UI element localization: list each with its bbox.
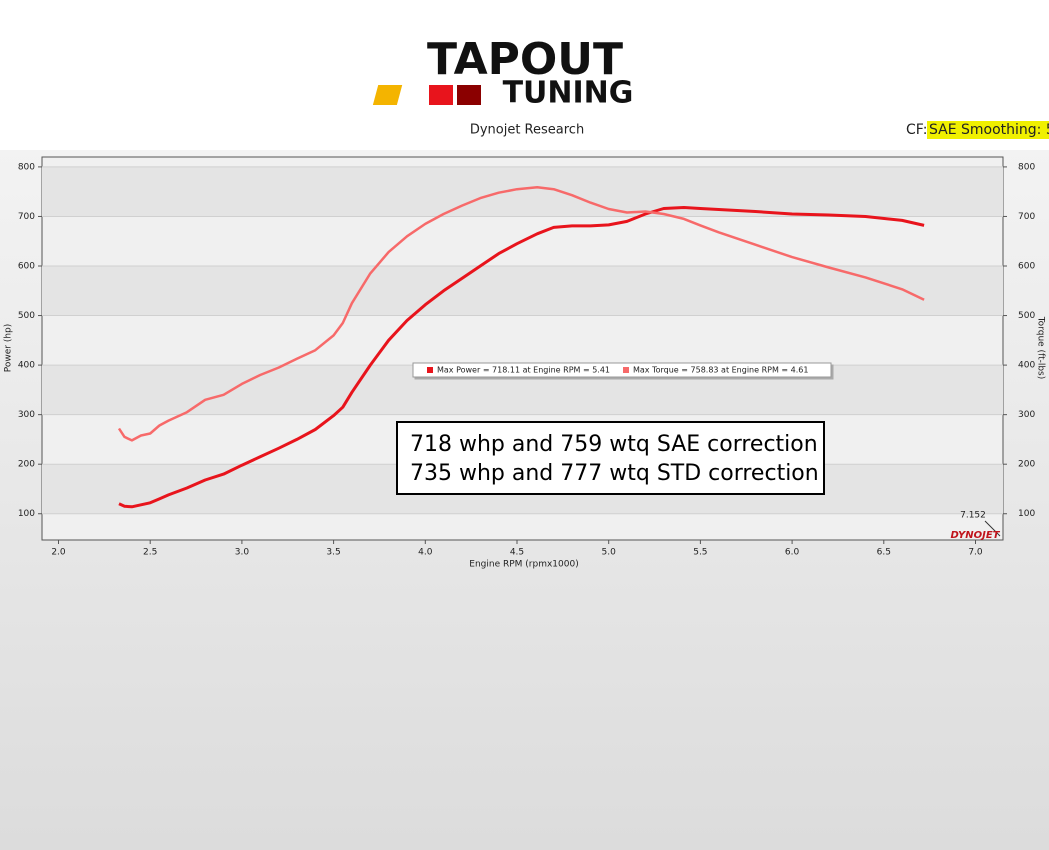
header-strip [0, 118, 1049, 150]
y2-tick-label: 700 [1018, 212, 1035, 222]
logo-stripe [457, 85, 481, 105]
y-tick-label: 100 [18, 509, 35, 519]
x-tick-label: 4.0 [418, 548, 433, 558]
y-tick-label: 200 [18, 460, 35, 470]
cursor-pointer [984, 520, 1001, 537]
legend-entry: Max Power = 718.11 at Engine RPM = 5.41 [437, 366, 610, 375]
annotation-box [396, 421, 825, 495]
logo-stripe [429, 85, 453, 105]
logo-stripe [372, 85, 403, 105]
x-tick-label: 7.0 [968, 548, 983, 558]
y-tick-label: 800 [18, 162, 35, 172]
y2-tick-label: 600 [1018, 262, 1035, 272]
y2-tick-label: 300 [1018, 410, 1035, 420]
grid-band [42, 266, 1003, 316]
y2-tick-label: 200 [1018, 460, 1035, 470]
x-tick-label: 5.5 [693, 548, 707, 558]
grid-band [42, 166, 1003, 217]
y2-tick-label: 800 [1018, 162, 1035, 172]
y-axis-label: Power (hp) [4, 324, 14, 373]
cf-value: SAE Smoothing: 5 [929, 122, 1049, 138]
legend [412, 362, 832, 378]
y-tick-label: 500 [18, 311, 35, 321]
cf-label: CF: [906, 122, 927, 138]
x-tick-label: 6.0 [785, 548, 800, 558]
watermark: DYNOJET [950, 530, 1000, 541]
y2-tick-label: 500 [1018, 311, 1035, 321]
x-tick-label: 2.0 [51, 548, 66, 558]
logo-top: TAPOUT [427, 34, 623, 85]
x-tick-label: 3.0 [235, 548, 250, 558]
x-tick-label: 6.5 [877, 548, 891, 558]
data-line [118, 206, 925, 509]
legend-swatch [427, 367, 433, 373]
legend-entry: Max Torque = 758.83 at Engine RPM = 4.61 [633, 366, 808, 375]
legend-swatch [623, 367, 629, 373]
cursor-label: 7.152 [960, 511, 986, 521]
y2-tick-label: 400 [1018, 361, 1035, 371]
y-tick-label: 700 [18, 212, 35, 222]
x-tick-label: 5.0 [602, 548, 617, 558]
y-tick-label: 600 [18, 262, 35, 272]
data-line [117, 185, 925, 442]
annotation: 718 whp and 759 wtq SAE correction [410, 432, 818, 457]
highlight [927, 121, 1049, 139]
annotation: 735 whp and 777 wtq STD correction [410, 461, 819, 486]
x-tick-label: 2.5 [143, 548, 157, 558]
y2-tick-label: 100 [1018, 509, 1035, 519]
logo-bottom: TUNING [503, 76, 634, 111]
y-tick-label: 400 [18, 361, 35, 371]
x-axis-label: Engine RPM (rpmx1000) [469, 560, 578, 570]
x-tick-label: 3.5 [326, 548, 340, 558]
chart-title: Dynojet Research [470, 123, 584, 138]
y2-axis-label: Torque (ft-lbs) [1036, 316, 1046, 380]
y-tick-label: 300 [18, 410, 35, 420]
x-tick-label: 4.5 [510, 548, 524, 558]
